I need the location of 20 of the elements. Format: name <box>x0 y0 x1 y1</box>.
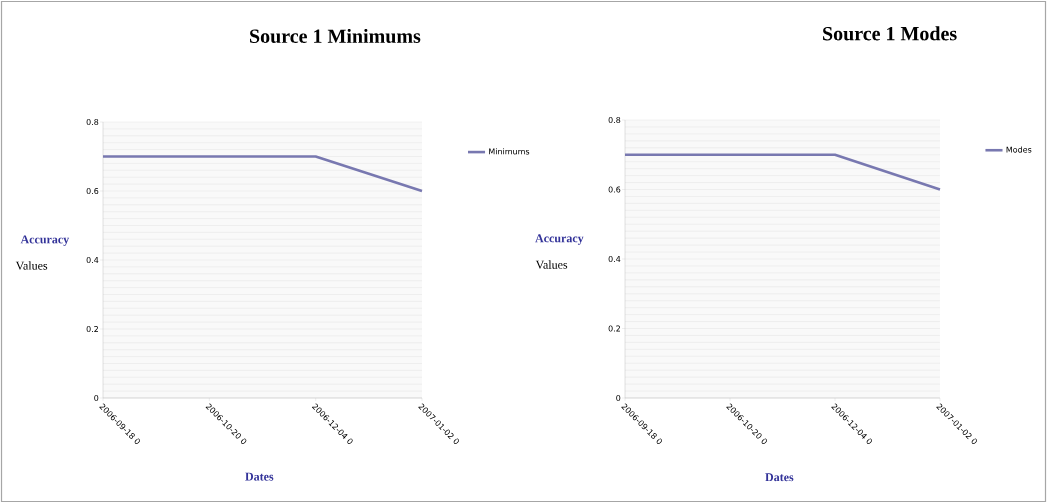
x-axis-title: Dates <box>245 472 274 481</box>
legend-label: Modes <box>1006 146 1032 153</box>
y-tick-label: 0.2 <box>86 325 98 333</box>
chart-title: Source 1 Modes <box>823 26 957 41</box>
y-tick-label: 0 <box>94 394 99 402</box>
text: Values <box>535 260 568 269</box>
y-axis-title: Accuracy <box>20 235 70 246</box>
y-tick-label: 0.6 <box>608 186 621 193</box>
y-tick-label: 0.4 <box>86 256 99 264</box>
chart-title: Source 1 Minimums <box>250 28 421 44</box>
text: Values <box>15 261 48 270</box>
y-tick-label: 0.8 <box>608 116 621 124</box>
y-tick-label: 0.6 <box>86 187 99 195</box>
x-axis-title: Dates <box>765 473 794 482</box>
y-axis-title: Accuracy <box>535 234 584 245</box>
y-tick-label: 0.4 <box>608 255 621 263</box>
y-tick-label: 0 <box>616 394 621 402</box>
legend-label: Minimums <box>489 148 530 155</box>
y-tick-label: 0.8 <box>86 118 99 126</box>
y-tick-label: 0.2 <box>608 325 620 332</box>
